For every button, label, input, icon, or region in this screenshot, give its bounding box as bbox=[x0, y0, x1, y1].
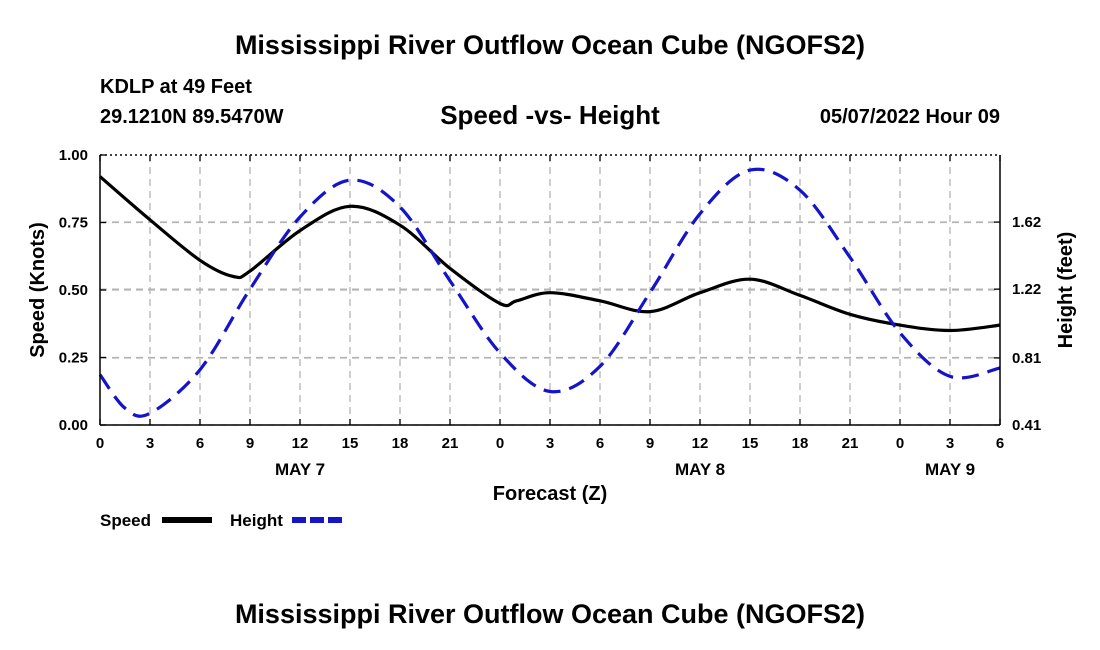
x-tick-label: 0 bbox=[896, 435, 904, 452]
y2-tick-label: 1.62 bbox=[1012, 214, 1041, 231]
y2-tick-label: 0.81 bbox=[1012, 350, 1041, 367]
footer-title: Mississippi River Outflow Ocean Cube (NG… bbox=[234, 599, 866, 629]
y2-tick-label: 1.22 bbox=[1012, 281, 1041, 298]
axes-layer bbox=[99, 154, 1001, 426]
x-tick-label: 9 bbox=[646, 435, 654, 452]
x-tick-label: 18 bbox=[792, 435, 809, 452]
series-layer bbox=[98, 167, 1001, 418]
x-tick-label: 0 bbox=[496, 435, 504, 452]
chart-subtitle: Speed -vs- Height bbox=[440, 100, 660, 130]
legend-layer: Speed Height bbox=[100, 511, 342, 530]
y2-tick-label: 0.41 bbox=[1012, 417, 1041, 434]
x-tick-label: 21 bbox=[842, 435, 859, 452]
x-axis-title: Forecast (Z) bbox=[493, 483, 607, 505]
x-tick-label: 6 bbox=[196, 435, 204, 452]
x-tick-label: 21 bbox=[442, 435, 459, 452]
x-tick-label: 15 bbox=[342, 435, 359, 452]
y-tick-label: 0.75 bbox=[59, 215, 88, 232]
station-label: KDLP at 49 Feet bbox=[100, 76, 252, 98]
y-axis-title: Speed (Knots) bbox=[27, 222, 49, 358]
grid-layer bbox=[100, 155, 1000, 426]
x-tick-label: 3 bbox=[546, 435, 554, 452]
x-tick-label: 6 bbox=[596, 435, 604, 452]
page-title: Mississippi River Outflow Ocean Cube (NG… bbox=[234, 30, 866, 60]
legend-label-speed: Speed bbox=[100, 511, 151, 530]
day-label: MAY 7 bbox=[275, 460, 325, 479]
x-tick-label: 0 bbox=[96, 435, 104, 452]
station-coordinates: 29.1210N 89.5470W bbox=[100, 106, 284, 128]
labels-layer: 0 3 6 9 12 15 18 21 0 3 6 9 12 15 18 21 0 3 6 0.00 0.25 0.50 0… bbox=[27, 147, 1077, 505]
x-tick-label: 15 bbox=[742, 435, 759, 452]
y2-axis-title: Height (feet) bbox=[1055, 232, 1077, 349]
y-tick-label: 0.25 bbox=[59, 350, 88, 367]
x-tick-label: 12 bbox=[692, 435, 709, 452]
legend-label-height: Height bbox=[230, 511, 283, 530]
day-label: MAY 8 bbox=[675, 460, 725, 479]
y-tick-label: 0.50 bbox=[59, 282, 88, 299]
day-label: MAY 9 bbox=[925, 460, 975, 479]
y-tick-label: 1.00 bbox=[59, 147, 88, 164]
height-series-line bbox=[98, 167, 1001, 418]
x-tick-label: 12 bbox=[292, 435, 309, 452]
x-tick-label: 3 bbox=[146, 435, 154, 452]
y-tick-label: 0.00 bbox=[59, 417, 88, 434]
forecast-datetime: 05/07/2022 Hour 09 bbox=[819, 106, 1000, 128]
speed-series-line bbox=[98, 175, 1001, 333]
x-tick-label: 18 bbox=[392, 435, 409, 452]
x-tick-label: 9 bbox=[246, 435, 254, 452]
x-tick-label: 6 bbox=[996, 435, 1004, 452]
x-tick-label: 3 bbox=[946, 435, 954, 452]
